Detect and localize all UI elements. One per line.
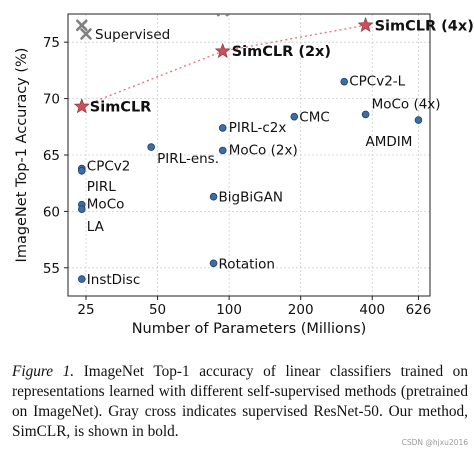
label-rotation: Rotation	[219, 256, 275, 272]
legend-label: Supervised	[95, 27, 170, 43]
point-rotation	[209, 259, 218, 268]
point-pirl-ens	[147, 143, 155, 151]
chart-axes: 25 50 100 200 400 626 55 60 65 70 75 Number of Para…	[14, 13, 432, 337]
y-tick-label: 55	[43, 261, 60, 277]
point-pirl-c2x	[218, 124, 227, 132]
point-labels: SimCLR SimCLR (2x) SimCLR (4x) CPCv2-L MoCo …	[87, 18, 474, 288]
point-simclr-2x	[214, 42, 231, 58]
y-axis-label: ImageNet Top-1 Accuracy (%)	[14, 48, 30, 263]
point-la	[77, 205, 86, 213]
label-simclr-4x: SimCLR (4x)	[375, 18, 474, 34]
label-pirl-ens: PIRL-ens.	[157, 151, 219, 167]
legend-cross-icon	[80, 28, 92, 40]
caption-label: Figure 1.	[12, 363, 75, 380]
label-moco: MoCo	[87, 197, 125, 213]
figure-caption: Figure 1. ImageNet Top-1 accuracy of lin…	[12, 362, 468, 442]
supervised-cross	[361, 0, 370, 3]
point-amdim	[414, 116, 423, 124]
y-tick-label: 65	[43, 148, 60, 164]
label-cmc: CMC	[299, 110, 330, 126]
point-moco-4x	[361, 110, 370, 119]
scatter-chart: 25 50 100 200 400 626 55 60 65 70 75 Number of Para…	[14, 0, 474, 337]
point-instdisc	[77, 275, 86, 283]
point-simclr	[73, 98, 90, 114]
label-moco-4x: MoCo (4x)	[372, 96, 441, 112]
x-tick-label: 50	[149, 302, 166, 318]
label-simclr: SimCLR	[90, 99, 152, 115]
supervised-cross	[75, 19, 88, 32]
legend: Supervised	[80, 27, 170, 43]
y-tick-label: 75	[43, 35, 60, 51]
x-tick-label: 200	[288, 302, 314, 318]
y-tick-label: 60	[43, 204, 60, 220]
point-bigbigan	[209, 192, 218, 201]
x-tick-label: 100	[216, 302, 242, 318]
label-pirl: PIRL	[87, 179, 117, 195]
x-tick-label: 626	[406, 302, 432, 318]
point-simclr-4x	[357, 16, 374, 33]
point-cmc	[290, 112, 299, 121]
x-tick-label: 25	[77, 302, 94, 318]
label-cpcv2: CPCv2	[87, 159, 131, 175]
label-moco-2x: MoCo (2x)	[229, 142, 298, 158]
label-simclr-2x: SimCLR (2x)	[232, 44, 331, 60]
label-amdim: AMDIM	[366, 134, 413, 150]
x-tick-label: 400	[359, 302, 385, 318]
label-instdisc: InstDisc	[87, 272, 140, 288]
label-pirl-c2x: PIRL-c2x	[229, 120, 287, 136]
x-axis-label: Number of Parameters (Millions)	[132, 321, 367, 337]
label-bigbigan: BigBiGAN	[219, 190, 283, 206]
caption-text: ImageNet Top-1 accuracy of linear classi…	[12, 363, 468, 440]
chart-marks	[73, 0, 423, 283]
point-pirl	[77, 166, 86, 175]
label-la: LA	[87, 219, 105, 235]
point-moco-2x	[218, 146, 227, 155]
label-cpcv2-l: CPCv2-L	[349, 74, 405, 90]
y-tick-label: 70	[43, 92, 60, 108]
point-cpcv2-l	[340, 77, 349, 86]
watermark: CSDN @hjxu2016	[401, 438, 468, 447]
